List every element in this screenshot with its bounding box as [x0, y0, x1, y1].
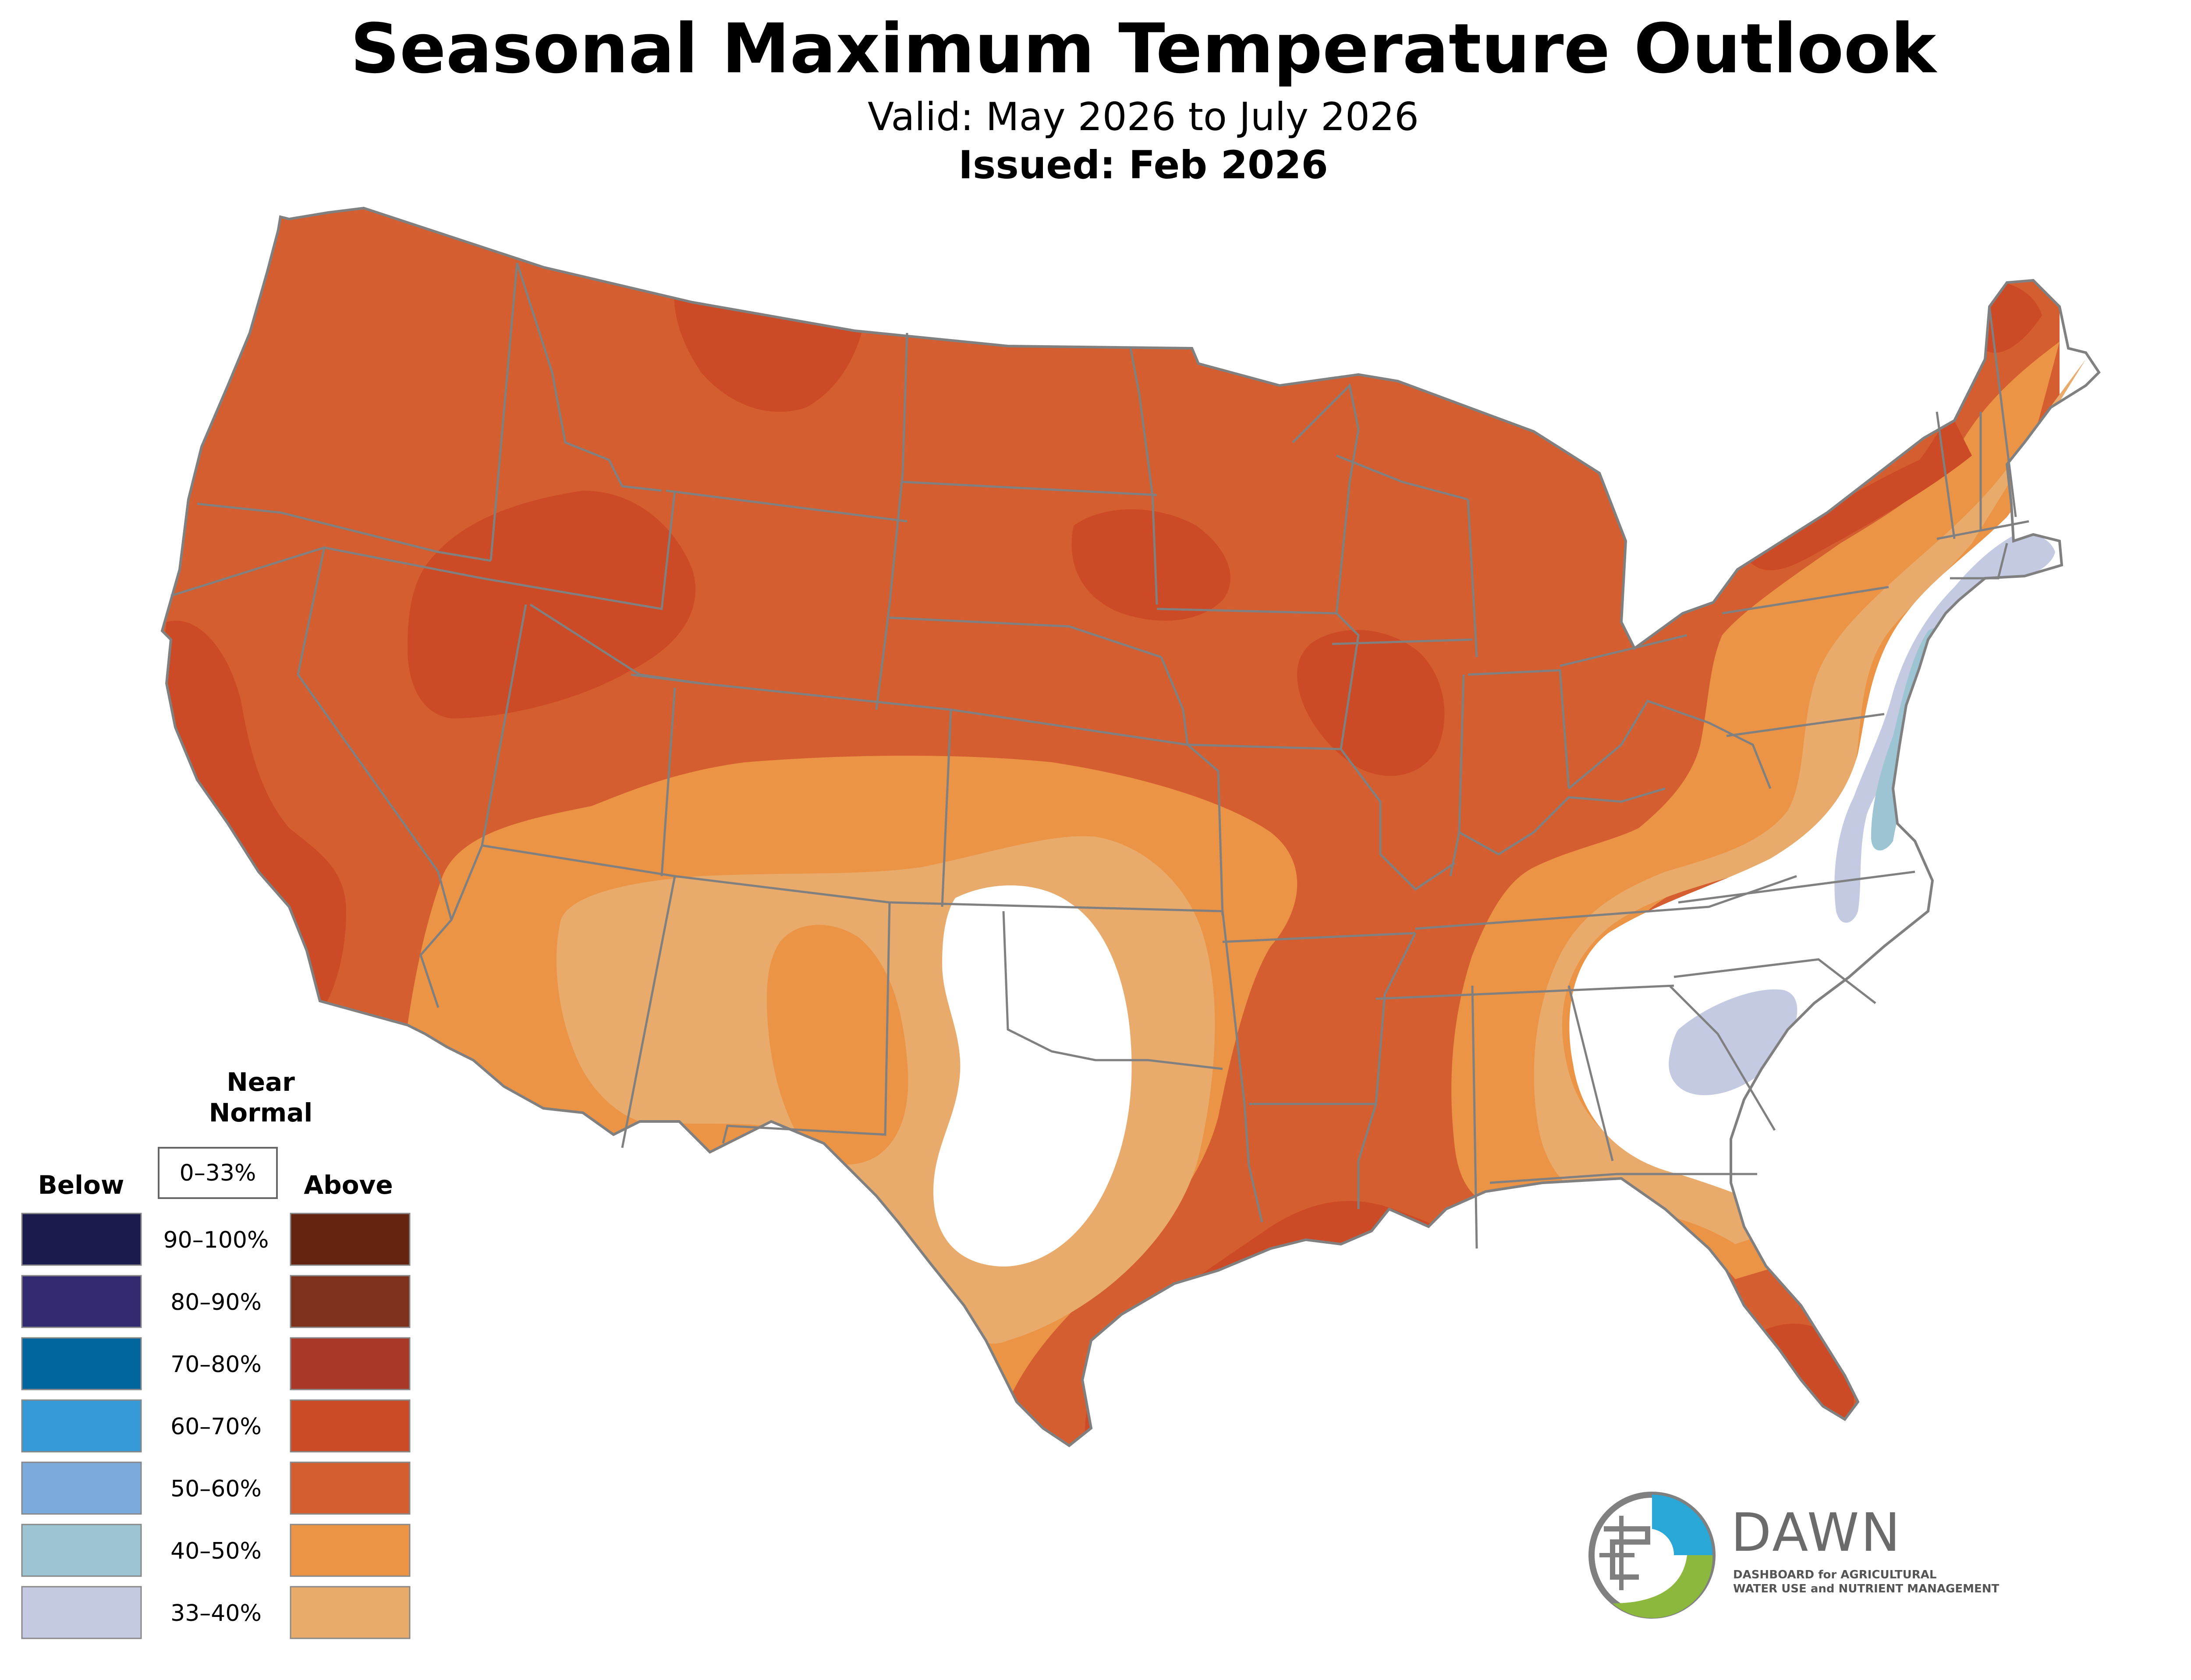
legend-below-swatch-70-80 [21, 1337, 142, 1390]
legend-range-label-40-50: 40–50% [170, 1538, 262, 1564]
legend-above-swatch-33-40 [290, 1586, 411, 1639]
legend-above-swatch-50-60 [290, 1461, 411, 1515]
legend-range-label-70-80: 70–80% [170, 1351, 262, 1378]
legend-above-swatch-40-50 [290, 1524, 411, 1577]
legend-above-swatch-70-80 [290, 1337, 411, 1390]
border-mi-upper [1336, 454, 1468, 501]
legend-above-swatch-60-70 [290, 1399, 411, 1453]
border-id-mt [516, 262, 662, 492]
border-va-nc [1678, 870, 1915, 904]
border-co-ks [941, 709, 952, 907]
legend-range-label-33-40: 33–40% [170, 1600, 262, 1627]
border-ct-ri [1950, 543, 2008, 580]
border-ky-in-oh [1458, 787, 1666, 856]
border-mt-wy [666, 489, 908, 523]
border-wa-id [489, 262, 518, 561]
legend-near-normal-line2: Normal [209, 1098, 312, 1128]
dawn-logo-subtitle-2: WATER USE and NUTRIENT MANAGEMENT [1733, 1582, 2000, 1595]
legend: Near Normal 0–33% Below Above 90–100% 80–… [21, 1067, 411, 1639]
border-ne-ks [950, 708, 1188, 746]
shade-above-60-70-florida [1753, 1323, 1854, 1424]
shade-above-60-70-idaho [408, 491, 696, 718]
shade-above-60-70-california [163, 620, 346, 1016]
border-tn-ms-al-ga [1376, 984, 1674, 1000]
legend-near-normal-range: 0–33% [180, 1160, 256, 1186]
legend-below-swatch-33-40 [21, 1586, 142, 1639]
dawn-logo-word: DAWN [1731, 1503, 1902, 1563]
border-pa-ny [1722, 586, 1889, 615]
legend-near-normal-swatch [158, 1147, 278, 1199]
border-ut-co [660, 687, 676, 877]
border-pa-md [1726, 713, 1885, 737]
border-ok-tx [1002, 911, 1223, 1070]
border-ar-ms-la [1357, 932, 1417, 1209]
border-ca-nv [297, 547, 453, 1008]
legend-above-swatch-80-90 [290, 1275, 411, 1328]
legend-range-label-50-60: 50–60% [170, 1476, 262, 1502]
legend-below-swatch-60-70 [21, 1399, 142, 1453]
border-az-nm [621, 876, 676, 1148]
border-ok-ar [1221, 911, 1263, 1223]
border-nm-tx [722, 902, 891, 1144]
legend-above-label: Above [304, 1170, 393, 1200]
legend-below-swatch-90-100 [21, 1213, 142, 1266]
border-mo-ar [1222, 932, 1416, 943]
shade-above-40-50-newmexico [767, 925, 908, 1165]
border-ia-mo [1187, 743, 1341, 750]
legend-range-label-80-90: 80–90% [170, 1289, 262, 1316]
state-borders [162, 208, 2099, 1446]
border-wy-sd-ne [875, 332, 908, 710]
legend-range-label-90-100: 90–100% [163, 1227, 269, 1253]
probability-shading [162, 208, 2099, 1446]
shade-above-60-70-maine [1985, 280, 2042, 353]
border-nh-me [1988, 306, 2017, 517]
border-co-nm [674, 875, 890, 904]
border-ky-tn [1415, 875, 1797, 930]
legend-below-swatch-40-50 [21, 1524, 142, 1577]
shade-above-60-70-iowa [1297, 630, 1445, 776]
border-ga-sc [1669, 985, 1776, 1131]
shade-above-60-70-northeast [1748, 421, 1972, 570]
border-mn-wi [1292, 383, 1360, 614]
legend-near-normal-line1: Near [227, 1067, 295, 1097]
border-al-fl [1489, 1173, 1757, 1184]
border-id-nv-ut [482, 490, 676, 610]
border-mn-ia [1156, 608, 1337, 615]
issued-date: Issued: Feb 2026 [958, 142, 1328, 187]
border-oh-mi [1560, 634, 1688, 667]
border-nc-sc [1673, 958, 1876, 1004]
border-wy-co [631, 673, 951, 711]
border-ms-al [1471, 985, 1478, 1249]
border-wv [1568, 699, 1772, 789]
border-nd-mn [1129, 348, 1158, 605]
shade-above-33-40-east [1534, 359, 2086, 1244]
border-il-ia-mo [1336, 612, 1456, 891]
legend-below-swatch-80-90 [21, 1275, 142, 1328]
border-ny-vt-nh [1936, 411, 1956, 539]
border-sd-ne [889, 616, 1162, 658]
border-ks-ok [889, 901, 1223, 913]
border-ut-az [482, 844, 675, 877]
legend-above-swatch-90-100 [290, 1213, 411, 1266]
border-nd-sd [902, 481, 1157, 496]
dawn-logo: DAWN DASHBOARD for AGRICULTURAL WATER US… [1586, 1489, 2033, 1630]
border-lake-mi [1467, 499, 1478, 658]
shade-above-60-70-dakota [1071, 509, 1230, 621]
map-title: Seasonal Maximum Temperature Outlook [350, 9, 1936, 88]
border-in-oh [1468, 669, 1570, 789]
legend-below-label: Below [38, 1170, 124, 1200]
legend-range-label-60-70: 60–70% [170, 1414, 262, 1440]
legend-below-swatch-50-60 [21, 1461, 142, 1515]
dawn-logo-subtitle-1: DASHBOARD for AGRICULTURAL [1733, 1568, 1937, 1581]
border-ma [1936, 520, 2029, 540]
valid-period: Valid: May 2026 to July 2026 [868, 94, 1419, 139]
border-al-ga [1567, 985, 1614, 1161]
border-wa-or [197, 502, 491, 562]
shade-near-normal-texas [933, 885, 1132, 1267]
border-wi-il [1332, 638, 1473, 645]
dawn-logo-mark [1588, 1492, 1716, 1619]
